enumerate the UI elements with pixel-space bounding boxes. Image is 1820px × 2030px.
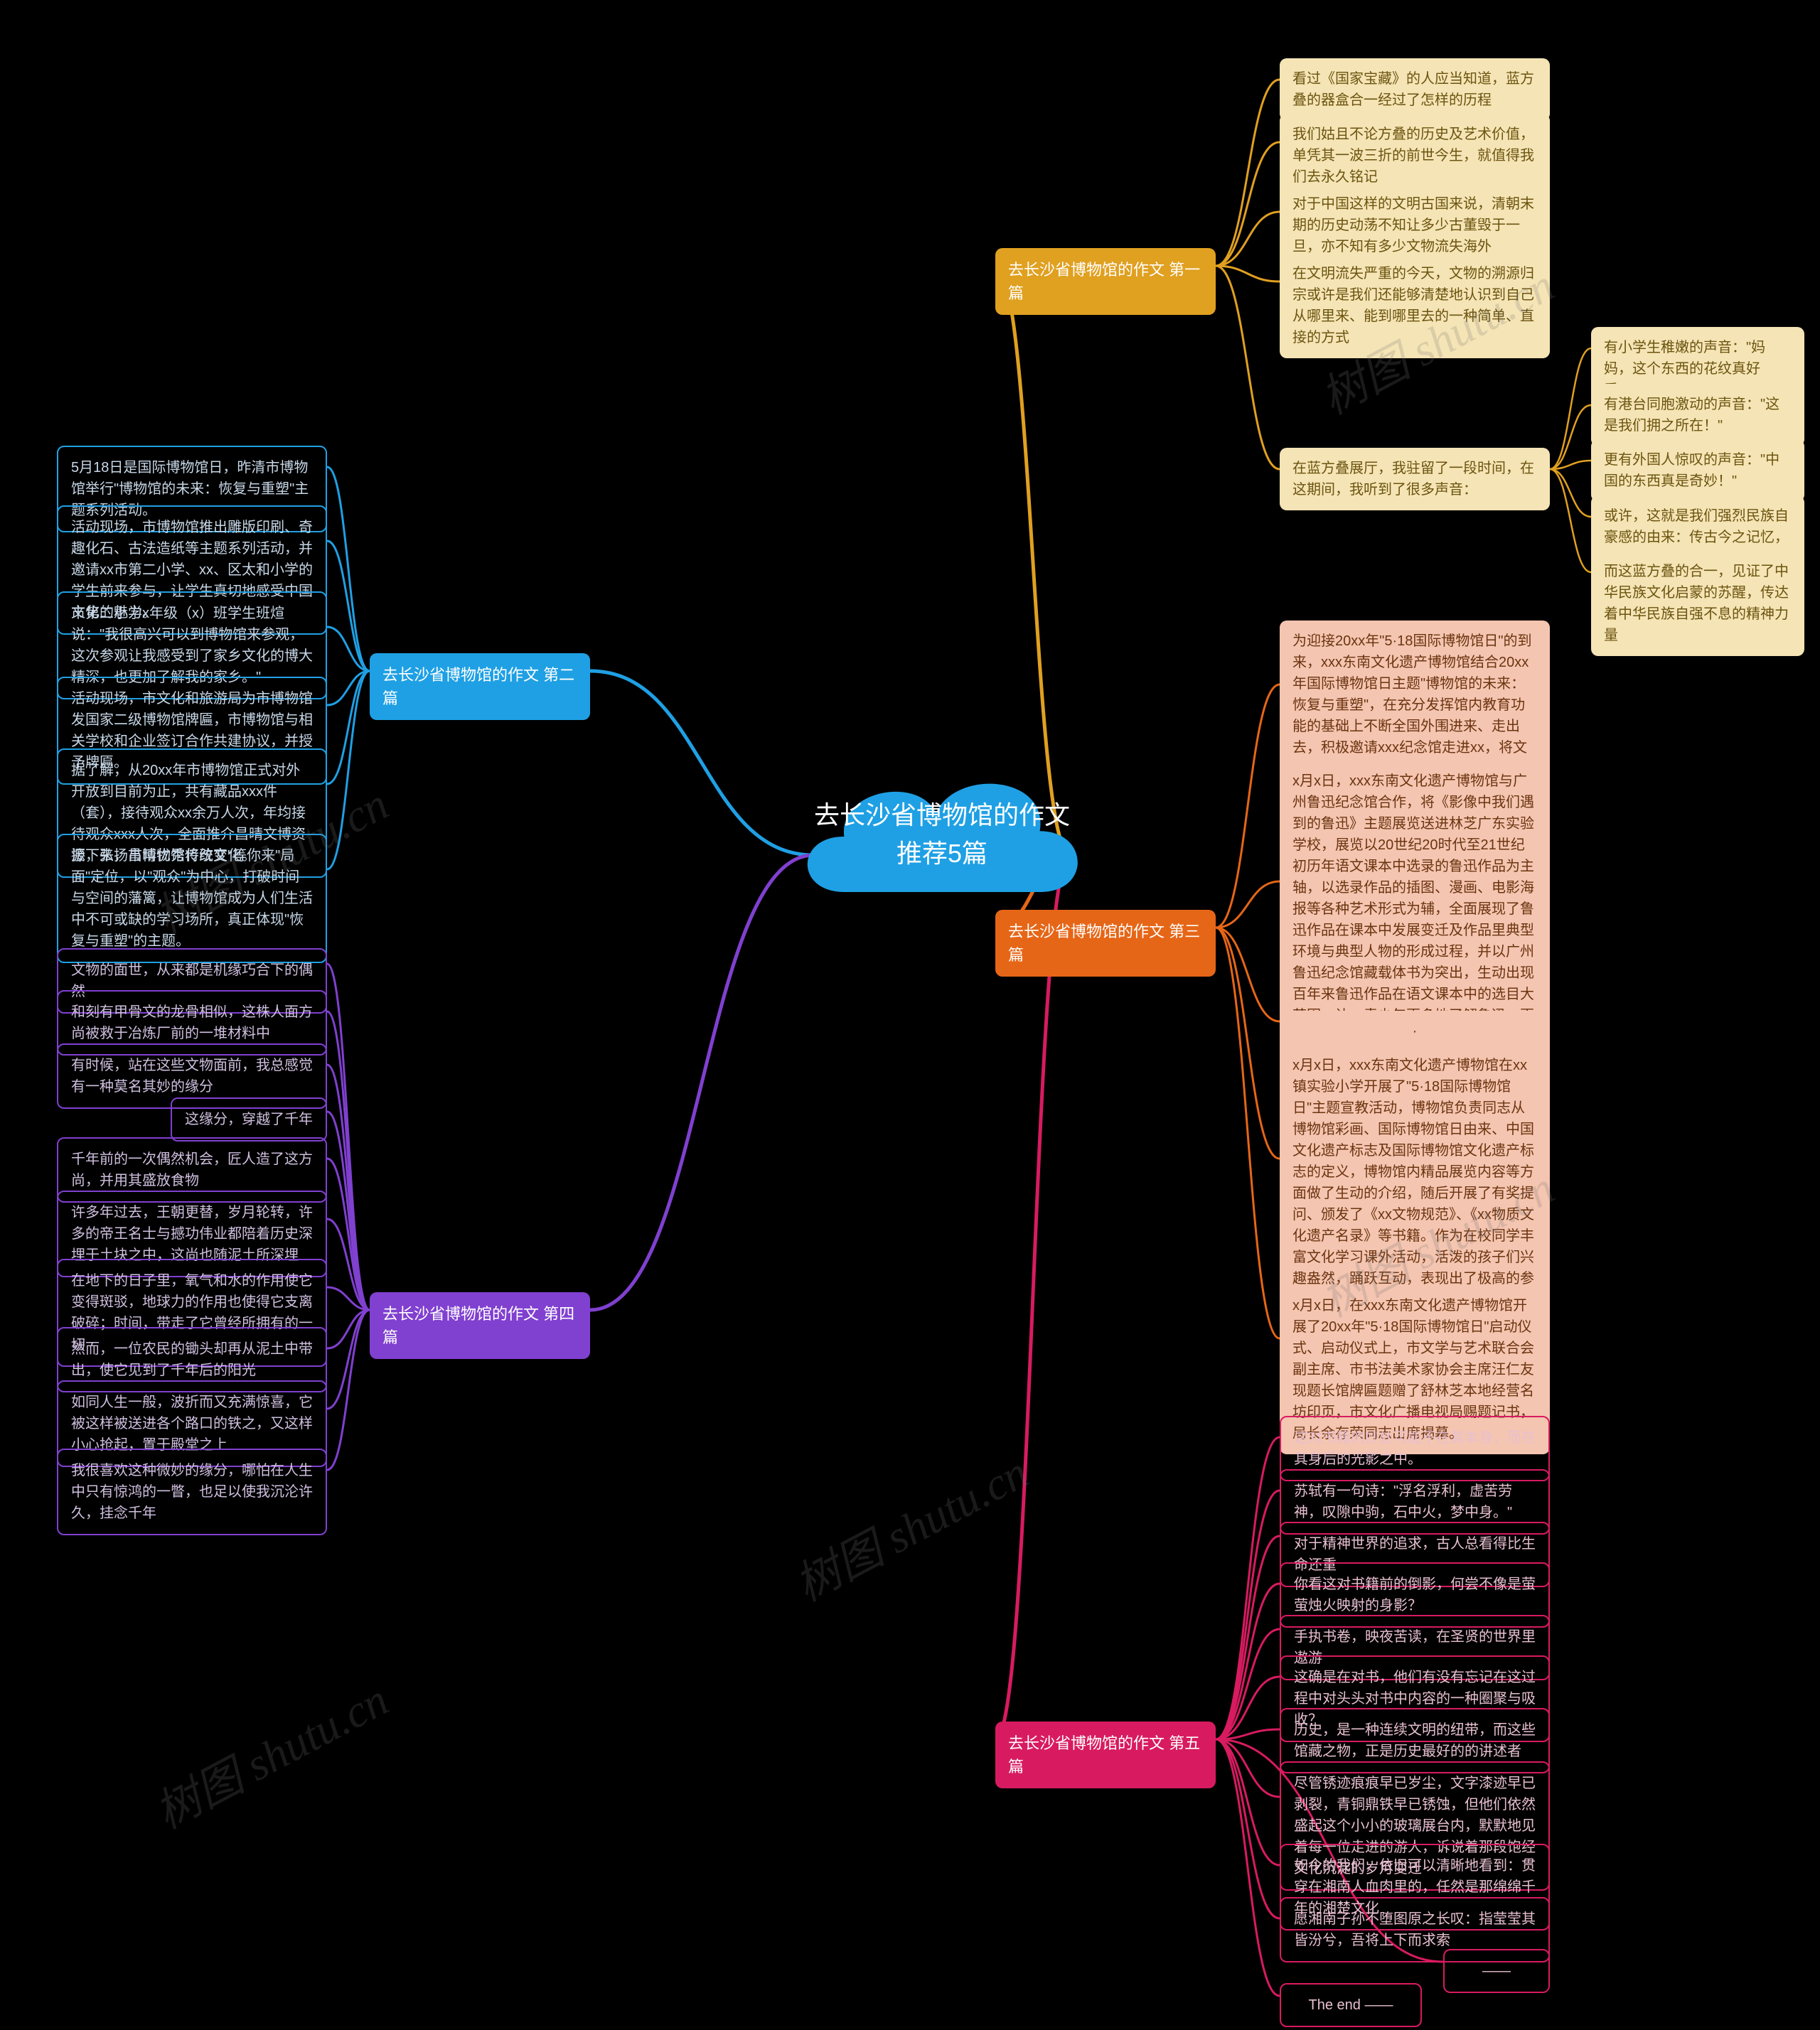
leaf-b5-10: ——: [1443, 1949, 1550, 1993]
leaf-b5-11: The end ——: [1280, 1983, 1422, 2027]
branch-b5: 去长沙省博物馆的作文 第五篇: [995, 1722, 1216, 1788]
subleaf-b1-4-2: 更有外国人惊叹的声音："中国的东西真是奇妙！": [1591, 439, 1804, 502]
leaf-b4-9: 我很喜欢这种微妙的缘分，哪怕在人生中只有惊鸿的一瞥，也足以使我沉沦许久，挂念千年: [57, 1449, 327, 1535]
subleaf-b1-4-1: 有港台同胞激动的声音："这是我们拥之所在！": [1591, 384, 1804, 446]
leaf-b2-5: 接下来，市博物馆将改变"等你来"局面"定位，以"观众"为中心，打破时间与空间的藩…: [57, 834, 327, 963]
leaf-b1-0: 看过《国家宝藏》的人应当知道，蓝方叠的器盒合一经过了怎样的历程: [1280, 58, 1550, 121]
branch-b1: 去长沙省博物馆的作文 第一篇: [995, 248, 1216, 315]
branch-b4: 去长沙省博物馆的作文 第四篇: [370, 1292, 590, 1359]
branch-b3: 去长沙省博物馆的作文 第三篇: [995, 910, 1216, 977]
leaf-b4-3: 这缘分，穿越了千年: [171, 1097, 327, 1142]
center-label: 去长沙省博物馆的作文推荐5篇: [807, 796, 1077, 873]
subleaf-b1-4-4: 而这蓝方叠的合一，见证了中华民族文化启蒙的苏醒，传达着中华民族自强不息的精神力量: [1591, 551, 1804, 656]
leaf-b1-3: 在文明流失严重的今天，文物的溯源归宗或许是我们还能够清楚地认识到自己从哪里来、能…: [1280, 253, 1550, 358]
leaf-b1-4: 在蓝方叠展厅，我驻留了一段时间，在这期间，我听到了很多声音：: [1280, 448, 1550, 510]
branch-b2: 去长沙省博物馆的作文 第二篇: [370, 653, 590, 720]
